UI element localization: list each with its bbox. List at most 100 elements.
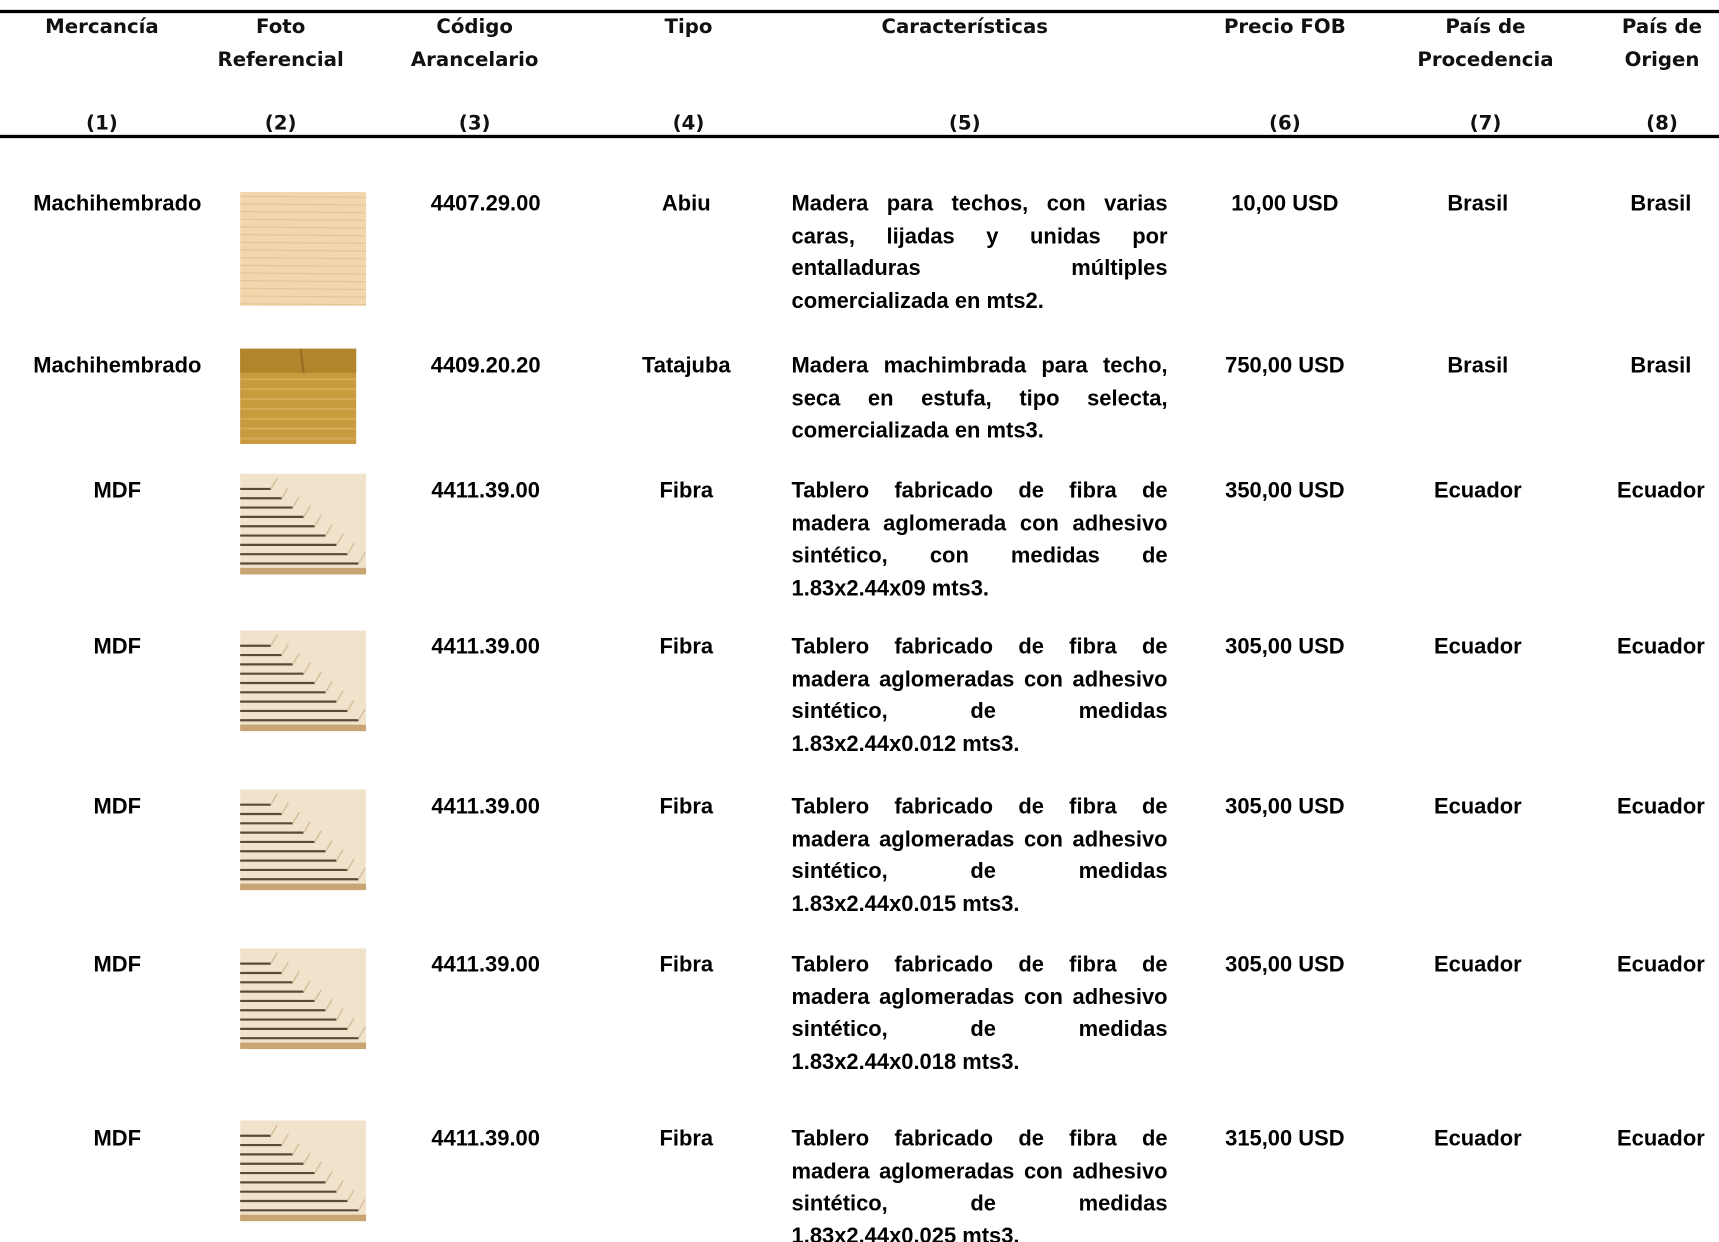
- photo-detail: [240, 218, 367, 221]
- photo-detail: [335, 1008, 344, 1020]
- cell-description: Tablero fabricado de fibra de madera agl…: [791, 1126, 1168, 1242]
- column-number: (5): [948, 111, 981, 135]
- photo-detail: [240, 303, 367, 306]
- photo-detail: [346, 1189, 355, 1202]
- reference-photo: [240, 948, 367, 1050]
- column-title: País de: [1621, 15, 1703, 39]
- column-number: (7): [1469, 111, 1502, 135]
- column-number: (6): [1268, 111, 1301, 135]
- column-number: (4): [672, 111, 705, 135]
- cell-from: Brasil: [1447, 191, 1509, 216]
- photo-detail: [357, 708, 366, 721]
- photo-detail: [240, 195, 367, 198]
- cell-type: Fibra: [659, 1126, 714, 1152]
- photo-detail: [324, 839, 333, 852]
- photo-detail: [346, 699, 355, 712]
- photo-image: [240, 473, 367, 575]
- photo-image: [240, 348, 357, 445]
- photo-detail: [292, 970, 300, 983]
- photo-detail: [281, 961, 290, 974]
- cell-product: Machihembrado: [33, 354, 202, 379]
- photo-detail: [335, 690, 344, 703]
- photo-detail: [240, 287, 367, 290]
- photo-detail: [240, 241, 367, 244]
- cell-price: 305,00 USD: [1225, 794, 1345, 819]
- column-title: País de: [1445, 15, 1526, 39]
- cell-code: 4411.39.00: [431, 1126, 540, 1152]
- reference-photo: [240, 630, 367, 732]
- cell-code: 4411.39.00: [431, 952, 540, 977]
- photo-detail: [240, 1120, 367, 1222]
- photo-detail: [302, 980, 311, 993]
- column-title: Tipo: [664, 15, 713, 39]
- photo-detail: [240, 473, 367, 575]
- photo-detail: [240, 883, 367, 891]
- photo-detail: [313, 671, 322, 684]
- cell-price: 350,00 USD: [1225, 479, 1345, 504]
- cell-type: Tatajuba: [642, 354, 731, 379]
- reference-photo: [240, 473, 367, 575]
- cell-from: Ecuador: [1433, 794, 1522, 819]
- photo-detail: [240, 257, 367, 260]
- photo-detail: [324, 998, 333, 1011]
- photo-detail: [324, 524, 333, 536]
- cell-from: Ecuador: [1433, 1126, 1522, 1152]
- cell-code: 4411.39.00: [431, 634, 540, 659]
- cell-product: MDF: [93, 634, 142, 659]
- photo-detail: [313, 830, 322, 843]
- cell-product: Machihembrado: [33, 191, 202, 216]
- cell-type: Fibra: [659, 952, 714, 977]
- photo-detail: [240, 203, 367, 206]
- photo-detail: [302, 662, 311, 675]
- cell-code: 4409.20.20: [430, 354, 541, 379]
- top-rule: [0, 9, 1719, 14]
- photo-detail: [270, 793, 279, 806]
- cell-description: Tablero fabricado de fibra de madera agl…: [791, 634, 1168, 756]
- photo-detail: [324, 680, 333, 693]
- photo-detail: [281, 802, 290, 815]
- cell-origin: Brasil: [1630, 354, 1692, 379]
- header-rule: [0, 134, 1719, 139]
- photo-detail: [335, 533, 344, 546]
- photo-detail: [281, 486, 290, 499]
- cell-from: Brasil: [1447, 354, 1509, 379]
- cell-price: 750,00 USD: [1225, 354, 1345, 379]
- cell-type: Fibra: [659, 794, 714, 819]
- photo-detail: [292, 1143, 300, 1155]
- cell-origin: Ecuador: [1617, 952, 1705, 977]
- cell-price: 305,00 USD: [1225, 634, 1345, 659]
- column-title: Mercancía: [45, 15, 159, 39]
- photo-detail: [292, 652, 300, 665]
- column-title: Características: [881, 15, 1049, 39]
- reference-photo: [240, 348, 357, 445]
- cell-origin: Ecuador: [1617, 1126, 1705, 1152]
- cell-product: MDF: [93, 479, 142, 504]
- cell-type: Fibra: [659, 634, 714, 659]
- photo-detail: [346, 858, 355, 871]
- photo-image: [240, 191, 367, 306]
- photo-detail: [281, 643, 290, 656]
- photo-detail: [240, 264, 367, 267]
- cell-origin: Brasil: [1630, 191, 1692, 216]
- cell-code: 4407.29.00: [430, 191, 541, 216]
- cell-from: Ecuador: [1433, 479, 1522, 504]
- column-title: Arancelario: [410, 48, 539, 72]
- photo-detail: [240, 1042, 367, 1050]
- photo-detail: [240, 348, 357, 373]
- photo-detail: [240, 630, 367, 732]
- column-number: (3): [458, 111, 491, 135]
- photo-detail: [240, 211, 367, 214]
- photo-image: [240, 948, 367, 1050]
- cell-from: Ecuador: [1433, 634, 1522, 659]
- photo-detail: [240, 234, 367, 237]
- column-title: Referencial: [217, 48, 344, 72]
- cell-description: Madera machimbrada para techo, seca en e…: [791, 354, 1168, 443]
- photo-detail: [346, 542, 355, 555]
- photo-detail: [270, 477, 279, 490]
- reference-photo: [240, 1120, 367, 1222]
- photo-detail: [357, 1026, 366, 1039]
- photo-detail: [357, 1198, 366, 1211]
- photo-detail: [313, 1161, 322, 1174]
- column-title: Precio FOB: [1223, 15, 1346, 39]
